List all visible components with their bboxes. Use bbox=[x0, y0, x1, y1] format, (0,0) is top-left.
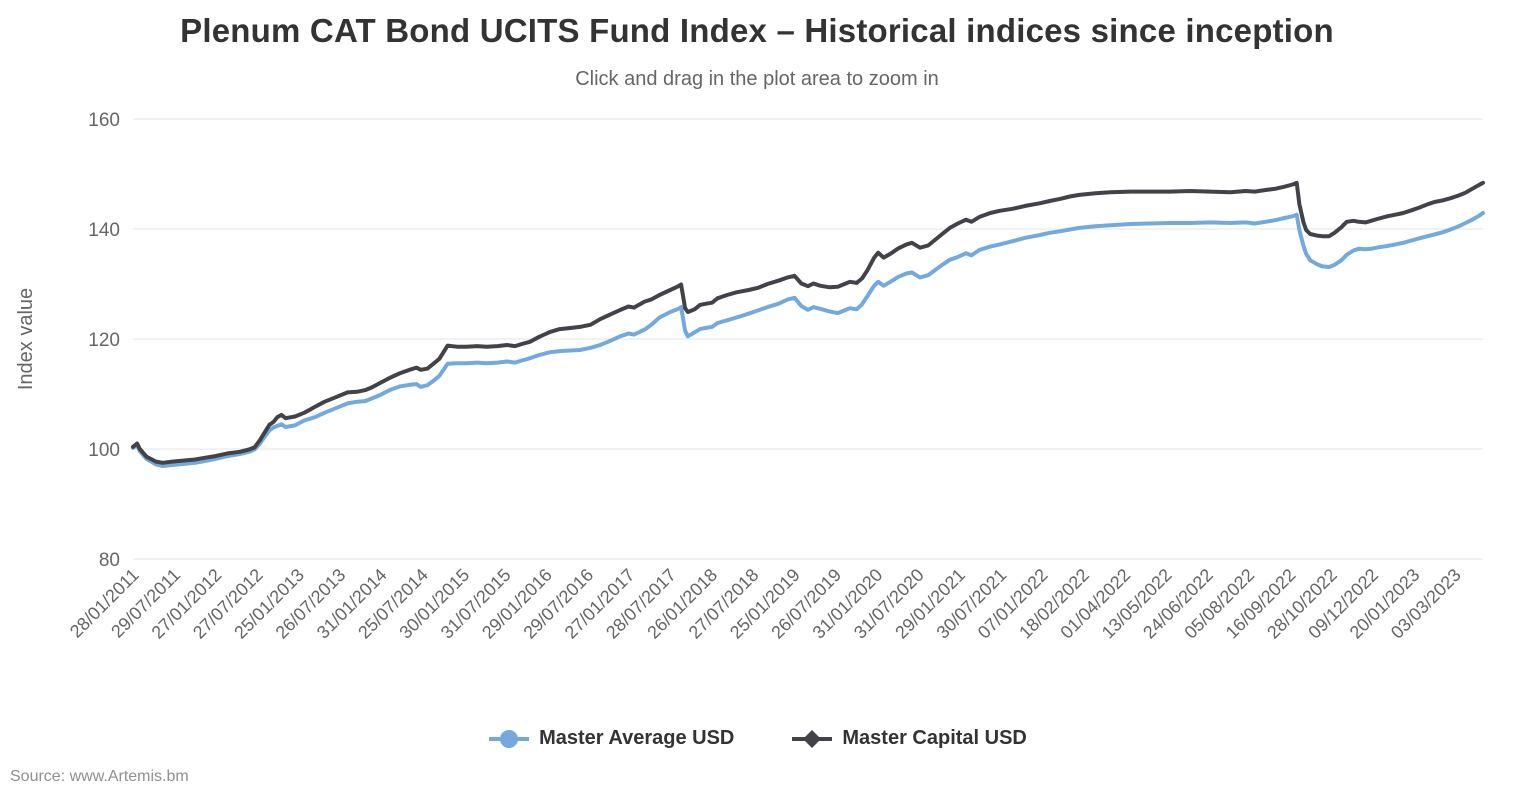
y-tick-label: 140 bbox=[88, 220, 120, 241]
circle-marker-icon bbox=[489, 729, 530, 748]
series-line[interactable] bbox=[131, 180, 1485, 465]
y-tick-label: 80 bbox=[99, 550, 120, 571]
series-lines bbox=[131, 180, 1485, 468]
y-axis-title: Index value bbox=[15, 288, 37, 390]
diamond-marker-icon bbox=[792, 729, 833, 748]
y-tick-label: 160 bbox=[88, 110, 120, 131]
legend-label: Master Capital USD bbox=[842, 727, 1027, 749]
legend-item-master-average[interactable]: Master Average USD bbox=[487, 727, 734, 750]
chart-title: Plenum CAT Bond UCITS Fund Index – Histo… bbox=[180, 12, 1334, 49]
gridlines bbox=[133, 118, 1483, 560]
series-line[interactable] bbox=[131, 211, 1485, 468]
legend-label: Master Average USD bbox=[539, 727, 735, 749]
y-tick-label: 120 bbox=[88, 330, 120, 351]
legend: Master Average USD Master Capital USD bbox=[0, 727, 1514, 750]
source-credit: Source: www.Artemis.bm bbox=[10, 768, 189, 785]
y-axis-labels: 80 100 120 140 160 bbox=[88, 110, 120, 571]
y-tick-label: 100 bbox=[88, 440, 120, 461]
x-axis-labels: 28/01/201129/07/201127/01/201227/07/2012… bbox=[66, 565, 1465, 643]
legend-item-master-capital[interactable]: Master Capital USD bbox=[790, 727, 1027, 750]
chart-subtitle: Click and drag in the plot area to zoom … bbox=[575, 68, 939, 90]
